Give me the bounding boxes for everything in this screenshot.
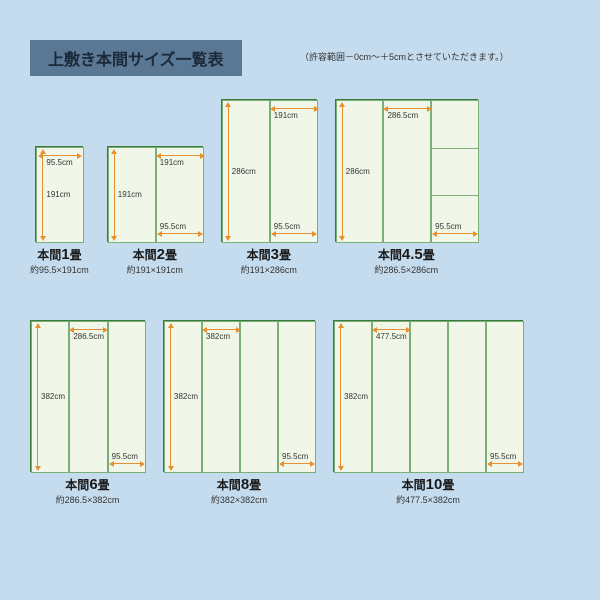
size-chart-page: 上敷き本間サイズ一覧表 （許容範囲－0cm～＋5cmとさせていただきます。） 1… [0, 0, 600, 600]
caption-main: 本間6畳 [56, 476, 120, 493]
caption-4_5jo: 本間4.5畳約286.5×286cm [374, 246, 438, 276]
width-arrow [40, 155, 80, 156]
tatami-diagram-4_5jo: 286cm 286.5cm 95.5cm [335, 99, 478, 242]
caption-1jo: 本間1畳約95.5×191cm [30, 246, 89, 276]
caption-main: 本間2畳 [127, 246, 183, 263]
size-cell-6jo: 382cm 286.5cm 95.5cm 本間6畳約286.5×382cm [30, 320, 145, 506]
top-width-label: 286.5cm [73, 332, 104, 341]
height-label: 382cm [174, 392, 198, 401]
height-arrow [170, 325, 171, 469]
tatami-mat [108, 321, 146, 473]
width-arrow [385, 108, 429, 109]
tatami-mat [240, 321, 278, 473]
tolerance-note: （許容範囲－0cm～＋5cmとさせていただきます。） [300, 50, 509, 63]
height-arrow [42, 151, 43, 239]
tatami-mat [486, 321, 524, 473]
height-label: 382cm [41, 392, 65, 401]
caption-sub: 約95.5×191cm [30, 263, 89, 276]
caption-2jo: 本間2畳約191×191cm [127, 246, 183, 276]
caption-sub: 約286.5×382cm [56, 493, 120, 506]
caption-10jo: 本間10畳約477.5×382cm [396, 476, 460, 506]
size-cell-2jo: 191cm 191cm 95.5cm 本間2畳約191×191cm [107, 146, 203, 276]
height-label: 191cm [118, 190, 142, 199]
caption-main: 本間1畳 [30, 246, 89, 263]
tatami-diagram-2jo: 191cm 191cm 95.5cm [107, 146, 203, 242]
width-arrow [204, 329, 238, 330]
row-top: 191cm 95.5cm 本間1畳約95.5×191cm 191cm 191cm 95.5… [30, 86, 570, 276]
top-width-label: 382cm [206, 332, 230, 341]
height-label: 382cm [344, 392, 368, 401]
width-arrow [158, 155, 202, 156]
top-width-label: 286.5cm [387, 111, 418, 120]
caption-sub: 約382×382cm [211, 493, 267, 506]
half-width-label: 95.5cm [435, 222, 461, 231]
size-cell-4_5jo: 286cm 286.5cm 95.5cm 本間4.5畳約286.5×286cm [335, 99, 478, 276]
half-width-arrow [273, 233, 315, 234]
half-width-label: 95.5cm [274, 222, 300, 231]
half-width-label: 95.5cm [112, 452, 138, 461]
caption-8jo: 本間8畳約382×382cm [211, 476, 267, 506]
tatami-diagram-3jo: 286cm 191cm 95.5cm [221, 99, 317, 242]
caption-sub: 約477.5×382cm [396, 493, 460, 506]
half-width-label: 95.5cm [160, 222, 186, 231]
half-width-arrow [159, 233, 201, 234]
height-label: 286cm [346, 167, 370, 176]
caption-main: 本間3畳 [241, 246, 297, 263]
tatami-mat [69, 321, 107, 473]
half-width-arrow [434, 233, 476, 234]
height-arrow [228, 104, 229, 239]
top-width-label: 191cm [274, 111, 298, 120]
caption-sub: 約286.5×286cm [374, 263, 438, 276]
tatami-mat [278, 321, 316, 473]
tatami-mat [202, 321, 240, 473]
top-width-label: 191cm [160, 158, 184, 167]
top-width-label: 477.5cm [376, 332, 407, 341]
tatami-mat [448, 321, 486, 473]
height-arrow [114, 151, 115, 239]
tatami-diagram-8jo: 382cm 382cm 95.5cm [163, 320, 315, 472]
height-label: 286cm [232, 167, 256, 176]
size-cell-8jo: 382cm 382cm 95.5cm 本間8畳約382×382cm [163, 320, 315, 506]
half-width-arrow [281, 463, 313, 464]
caption-6jo: 本間6畳約286.5×382cm [56, 476, 120, 506]
height-arrow [340, 325, 341, 469]
width-arrow [71, 329, 105, 330]
page-title: 上敷き本間サイズ一覧表 [30, 40, 242, 76]
height-arrow [37, 325, 38, 469]
caption-main: 本間8畳 [211, 476, 267, 493]
tatami-diagram-10jo: 382cm 477.5cm 95.5cm [333, 320, 523, 472]
row-bottom: 382cm286.5cm95.5cm本間6畳約286.5×382cm382cm3… [30, 276, 570, 506]
caption-main: 本間10畳 [396, 476, 460, 493]
half-width-arrow [111, 463, 143, 464]
size-cell-3jo: 286cm 191cm 95.5cm 本間3畳約191×286cm [221, 99, 317, 276]
half-width-arrow [489, 463, 521, 464]
caption-sub: 約191×191cm [127, 263, 183, 276]
size-cell-1jo: 191cm 95.5cm 本間1畳約95.5×191cm [30, 146, 89, 276]
top-width-label: 95.5cm [46, 158, 72, 167]
height-arrow [342, 104, 343, 239]
caption-sub: 約191×286cm [241, 263, 297, 276]
tatami-mat [383, 100, 431, 243]
half-width-label: 95.5cm [282, 452, 308, 461]
width-arrow [374, 329, 408, 330]
width-arrow [272, 108, 316, 109]
tatami-mat [410, 321, 448, 473]
tatami-diagram-6jo: 382cm 286.5cm 95.5cm [30, 320, 145, 472]
caption-main: 本間4.5畳 [374, 246, 438, 263]
half-width-label: 95.5cm [490, 452, 516, 461]
tatami-mat [372, 321, 410, 473]
tatami-diagram-1jo: 191cm 95.5cm [35, 146, 83, 242]
caption-3jo: 本間3畳約191×286cm [241, 246, 297, 276]
size-cell-10jo: 382cm 477.5cm 95.5cm 本間10畳約477.5×382cm [333, 320, 523, 506]
height-label: 191cm [46, 190, 70, 199]
